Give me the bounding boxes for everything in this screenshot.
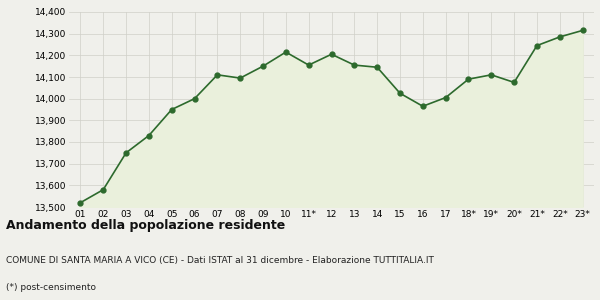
- Text: Andamento della popolazione residente: Andamento della popolazione residente: [6, 219, 285, 232]
- Text: COMUNE DI SANTA MARIA A VICO (CE) - Dati ISTAT al 31 dicembre - Elaborazione TUT: COMUNE DI SANTA MARIA A VICO (CE) - Dati…: [6, 256, 434, 266]
- Text: (*) post-censimento: (*) post-censimento: [6, 284, 96, 292]
